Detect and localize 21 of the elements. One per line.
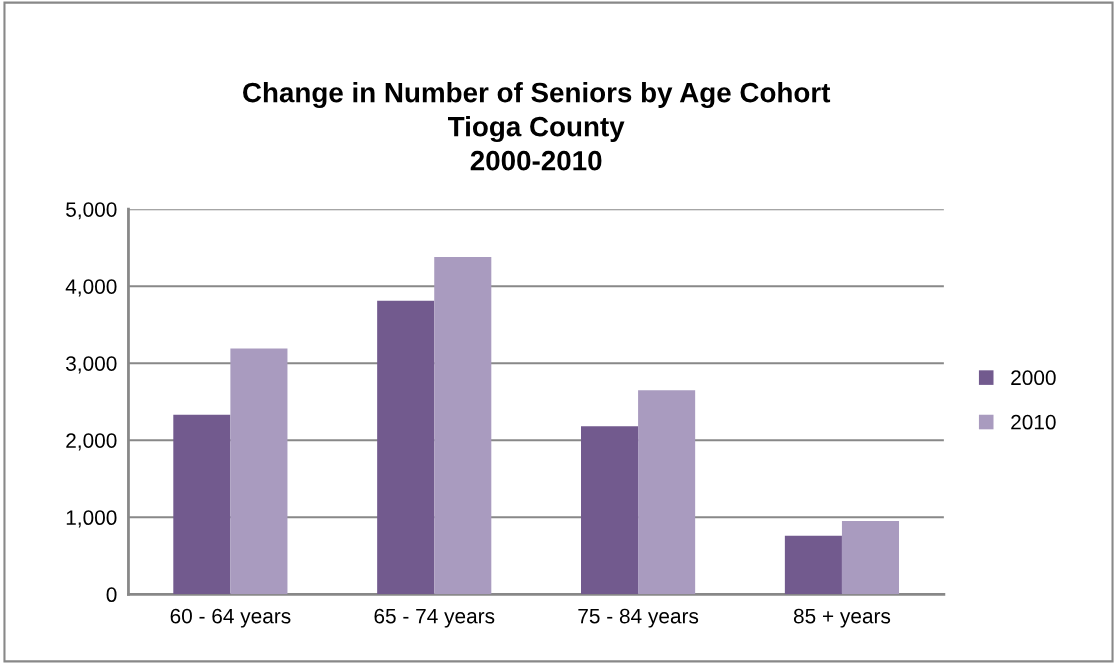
x-tick-label: 85 + years bbox=[793, 608, 891, 628]
y-tick-label: 4,000 bbox=[65, 279, 117, 297]
bar bbox=[434, 256, 492, 595]
y-tick-label: 2,000 bbox=[66, 433, 117, 451]
legend-label: 2010 bbox=[1011, 414, 1056, 430]
y-tick-label: 5,000 bbox=[66, 202, 117, 220]
legend-label: 2000 bbox=[1011, 370, 1056, 386]
chart-title: Change in Number of Seniors by Age Cohort Tioga County 2000-2010 bbox=[243, 82, 831, 171]
bar bbox=[841, 521, 900, 595]
x-tick-label: 75 - 84 years bbox=[578, 608, 699, 628]
bar bbox=[638, 390, 696, 595]
bar bbox=[377, 300, 435, 595]
y-tick-label: 1,000 bbox=[66, 510, 117, 528]
x-tick-label: 60 - 64 years bbox=[170, 608, 291, 628]
bar bbox=[784, 535, 842, 595]
y-tick-label: 0 bbox=[106, 587, 117, 603]
x-tick-label: 65 - 74 years bbox=[374, 608, 495, 628]
bar bbox=[173, 414, 231, 595]
bar bbox=[230, 348, 288, 595]
bar bbox=[581, 426, 639, 595]
y-tick-label: 3,000 bbox=[66, 356, 117, 374]
